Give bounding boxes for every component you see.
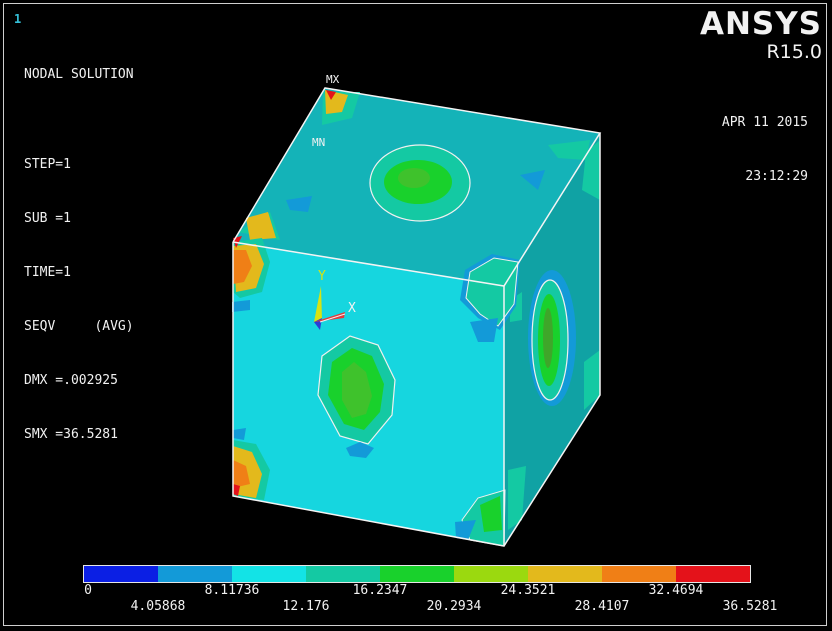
legend-swatch: [158, 566, 232, 582]
timestamp: APR 11 2015 23:12:29: [722, 78, 808, 204]
cube-edges: [232, 87, 602, 547]
legend-label-bottom: 28.4107: [574, 599, 630, 614]
ansys-logo: ANSYS R15.0: [700, 6, 822, 62]
info-line: DMX =.002925: [24, 373, 118, 388]
info-line: NODAL SOLUTION: [24, 67, 134, 82]
timestamp-date: APR 11 2015: [721, 115, 808, 130]
window-number: 1: [14, 12, 22, 26]
solution-info: NODAL SOLUTION STEP=1 SUB =1 TIME=1 SEQV…: [24, 30, 134, 462]
legend-label-bottom: 12.176: [282, 599, 330, 614]
brand-name: ANSYS: [699, 6, 822, 42]
legend-label-top: 24.3521: [500, 583, 556, 598]
legend-swatch: [380, 566, 454, 582]
axis-y-label: Y: [318, 269, 326, 284]
legend-swatch: [232, 566, 306, 582]
top-face-contours: [238, 90, 590, 240]
legend-label-top: 8.11736: [204, 583, 260, 598]
info-line: SMX =36.5281: [24, 427, 118, 442]
legend-swatch: [602, 566, 676, 582]
info-line: STEP=1: [24, 157, 71, 172]
legend-label-bottom: 4.05868: [130, 599, 186, 614]
timestamp-time: 23:12:29: [745, 169, 808, 184]
legend-label-top: 0: [84, 583, 92, 598]
info-line: SEQV (AVG): [24, 319, 134, 334]
axis-triad: Y X: [314, 269, 356, 330]
legend-swatch: [528, 566, 602, 582]
brand-version: R15.0: [766, 41, 822, 63]
legend-label-top: 32.4694: [648, 583, 704, 598]
legend-label-bottom: 20.2934: [426, 599, 482, 614]
legend-label-bottom: 36.5281: [722, 599, 778, 614]
legend-swatch: [84, 566, 158, 582]
legend-label-top: 16.2347: [352, 583, 408, 598]
axis-x-label: X: [348, 301, 356, 316]
min-marker-label: MN: [312, 136, 325, 149]
info-line: SUB =1: [24, 211, 71, 226]
corner-contours: [460, 254, 520, 547]
graphics-window[interactable]: [3, 3, 827, 626]
legend-swatch: [676, 566, 750, 582]
legend-swatch: [306, 566, 380, 582]
legend-swatch: [454, 566, 528, 582]
info-line: TIME=1: [24, 265, 71, 280]
front-face-contours: [232, 236, 498, 540]
contour-legend-bar: [83, 565, 751, 583]
max-marker-label: MX: [326, 73, 340, 86]
right-face-contours: [508, 140, 600, 530]
